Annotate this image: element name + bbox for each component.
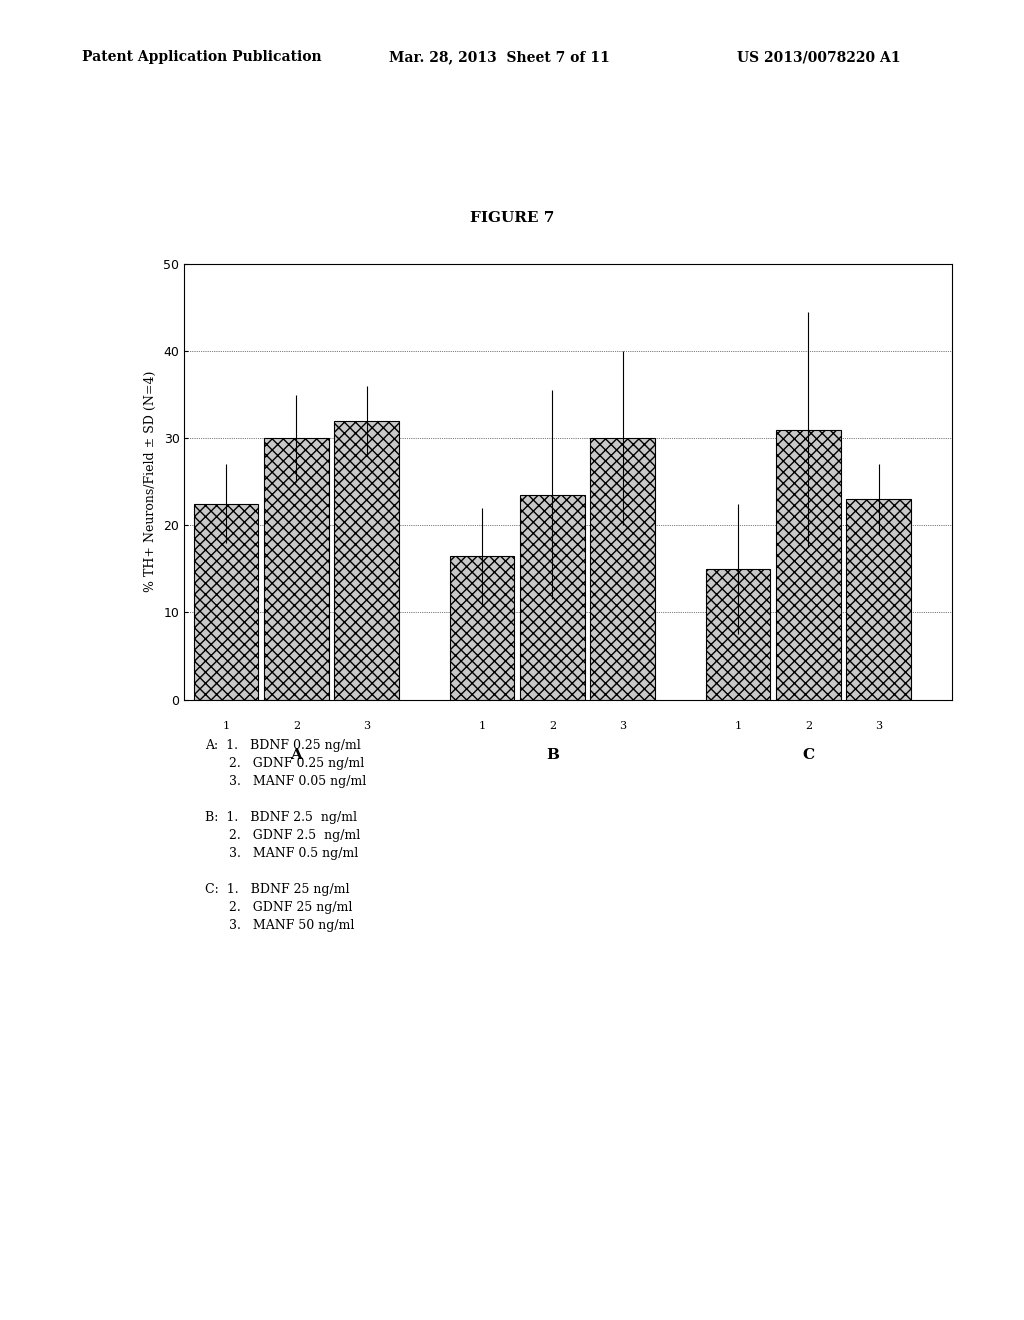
Bar — [520, 495, 585, 700]
Text: 3: 3 — [364, 721, 371, 731]
Text: FIGURE 7: FIGURE 7 — [470, 211, 554, 226]
Text: Mar. 28, 2013  Sheet 7 of 11: Mar. 28, 2013 Sheet 7 of 11 — [389, 50, 610, 65]
Text: C: C — [802, 747, 814, 762]
Y-axis label: % TH+ Neurons/Field ± SD (N=4): % TH+ Neurons/Field ± SD (N=4) — [143, 371, 157, 593]
Text: 2: 2 — [549, 721, 556, 731]
Text: 2: 2 — [805, 721, 812, 731]
Text: 3: 3 — [620, 721, 627, 731]
Text: 2: 2 — [293, 721, 300, 731]
Text: A:  1.   BDNF 0.25 ng/ml
      2.   GDNF 0.25 ng/ml
      3.   MANF 0.05 ng/ml

: A: 1. BDNF 0.25 ng/ml 2. GDNF 0.25 ng/ml… — [205, 739, 366, 932]
Text: B: B — [546, 747, 559, 762]
Text: A: A — [291, 747, 302, 762]
Text: 1: 1 — [478, 721, 485, 731]
Bar — [706, 569, 770, 700]
Bar — [450, 556, 514, 700]
Text: Patent Application Publication: Patent Application Publication — [82, 50, 322, 65]
Bar — [776, 429, 841, 700]
Text: 1: 1 — [222, 721, 229, 731]
Text: US 2013/0078220 A1: US 2013/0078220 A1 — [737, 50, 901, 65]
Text: 1: 1 — [734, 721, 741, 731]
Bar — [264, 438, 329, 700]
Bar — [846, 499, 911, 700]
Bar — [194, 503, 258, 700]
Bar — [334, 421, 399, 700]
Text: 3: 3 — [876, 721, 883, 731]
Bar — [590, 438, 655, 700]
